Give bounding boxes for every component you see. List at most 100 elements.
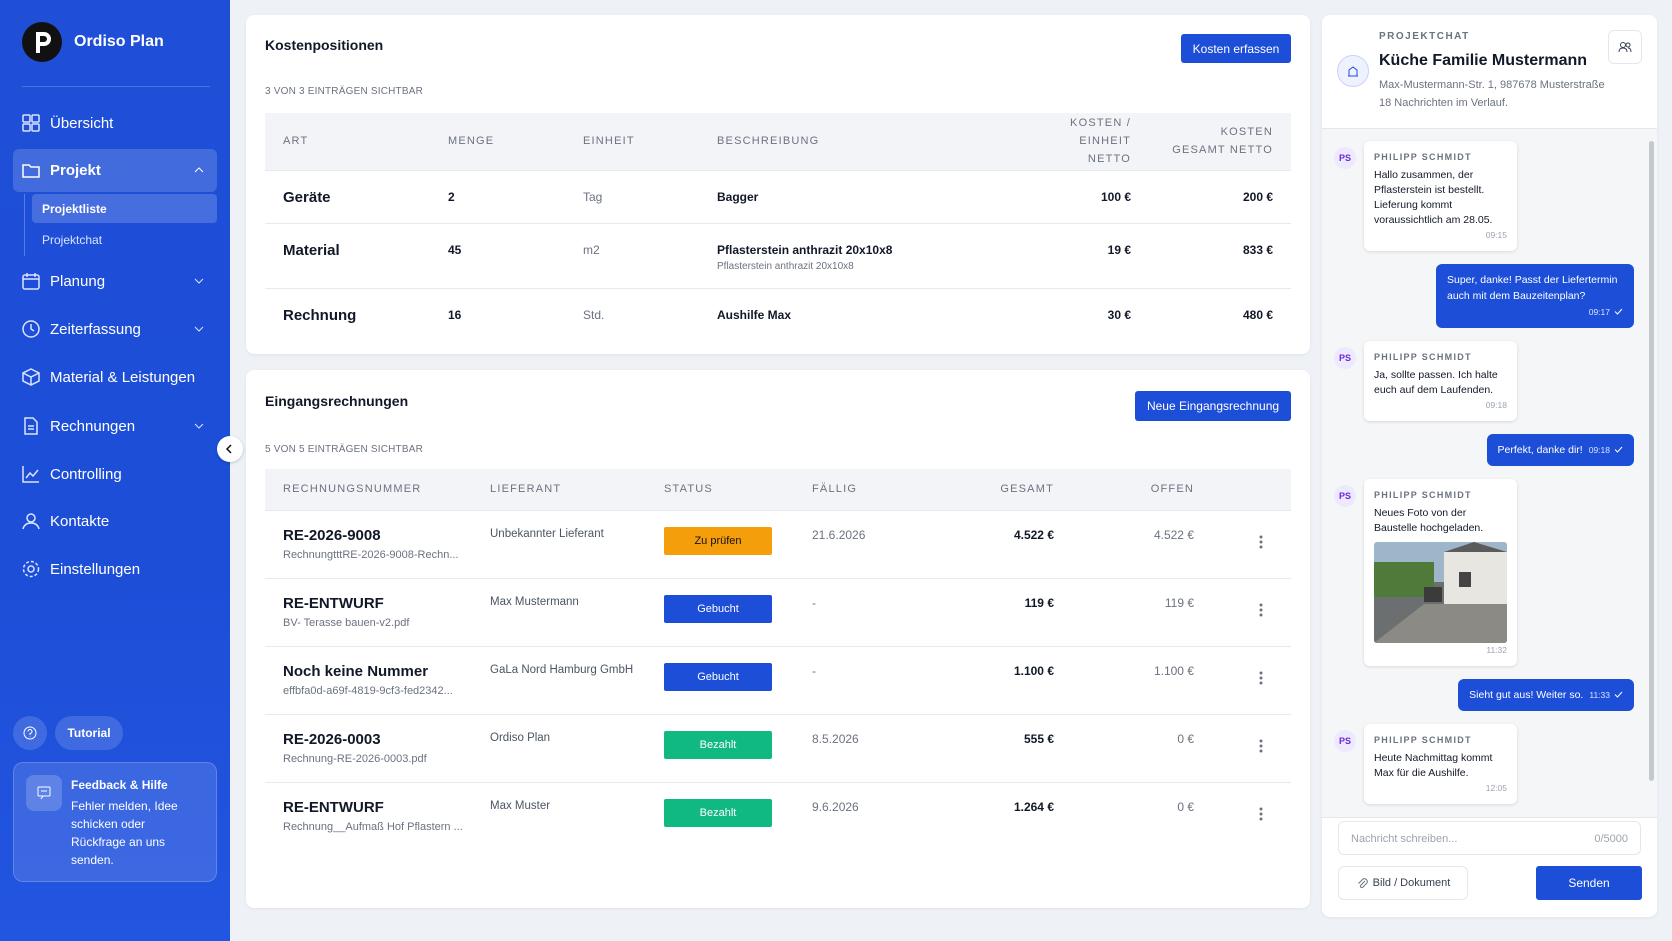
row-menu[interactable] xyxy=(1212,713,1291,782)
art: Rechnung xyxy=(265,287,430,351)
nav-item[interactable]: Projekt xyxy=(22,148,216,192)
active-bg xyxy=(13,149,217,192)
nummer: RE-ENTWURF xyxy=(283,798,384,816)
sender: PHILIPP SCHMIDT xyxy=(1374,352,1472,362)
members-button[interactable] xyxy=(1608,30,1642,64)
incoming-message: PS PHILIPP SCHMIDT Neues Foto von der Baus… xyxy=(1334,479,1634,666)
collapse-button[interactable] xyxy=(217,436,243,462)
nav-item[interactable]: Übersicht xyxy=(22,101,216,145)
header-row: RECHNUNGSNUMMER LIEFERANT STATUS FÄLLIG GESA… xyxy=(265,469,1291,510)
nav-item[interactable]: Rechnungen xyxy=(22,404,216,448)
beschreibung: Bagger xyxy=(717,189,759,204)
char-counter: 0/5000 xyxy=(1594,833,1628,845)
nav-item[interactable]: Einstellungen xyxy=(22,547,216,591)
attach-label: Bild / Dokument xyxy=(1372,877,1451,889)
datei: BV- Terasse bauen-v2.pdf xyxy=(283,616,410,629)
message-time: 12:05 xyxy=(1485,783,1507,793)
outgoing-message: Super, danke! Passt der Liefertermin auc… xyxy=(1436,264,1634,328)
feedback-icon xyxy=(26,775,62,811)
row-menu[interactable] xyxy=(1212,509,1291,578)
kosten-gesamt: 200 € xyxy=(1149,169,1291,223)
nav-item[interactable]: Material & Leistungen xyxy=(22,355,216,399)
status-cell: Gebucht xyxy=(646,645,794,714)
datei: Rechnung-RE-2026-0003.pdf xyxy=(283,752,427,765)
chevron xyxy=(194,278,204,284)
message-time: 09:18 xyxy=(1485,400,1507,410)
invoice-row: RE-2026-0003 Rechnung-RE-2026-0003.pdf Ord… xyxy=(265,713,1291,782)
panel-title: Kostenpositionen xyxy=(265,37,384,53)
message-bubble: PHILIPP SCHMIDT Hallo zusammen, der Pflas… xyxy=(1364,141,1517,251)
faellig: 21.6.2026 xyxy=(794,509,933,578)
nav-item[interactable]: Zeiterfassung xyxy=(22,307,216,351)
chat-panel: PROJEKTCHAT Küche Familie Mustermann Max… xyxy=(1322,15,1657,917)
attach-button[interactable]: Bild / Dokument xyxy=(1338,866,1468,900)
avatar: PS xyxy=(1334,347,1356,369)
outgoing-message: Sieht gut aus! Weiter so. 11:33 xyxy=(1458,679,1634,711)
subnav-item[interactable]: Projektliste xyxy=(32,194,217,223)
nav-item[interactable]: Planung xyxy=(22,259,216,303)
tutorial-button[interactable]: Tutorial xyxy=(55,716,123,750)
feedback-card[interactable]: Feedback & Hilfe Fehler melden, Idee sch… xyxy=(13,762,217,882)
faellig: 8.5.2026 xyxy=(794,713,933,782)
faellig: - xyxy=(794,645,933,714)
photo xyxy=(1374,542,1507,643)
help-button[interactable] xyxy=(13,716,47,750)
nav-item[interactable]: Controlling xyxy=(22,452,216,496)
lieferant: Max Muster xyxy=(472,781,646,850)
faellig: 9.6.2026 xyxy=(794,781,933,850)
message-text: Super, danke! Passt der Liefertermin auc… xyxy=(1447,274,1618,302)
nummer-cell: RE-ENTWURF BV- Terasse bauen-v2.pdf xyxy=(265,577,472,646)
offen: 4.522 € xyxy=(1072,509,1212,578)
read-check xyxy=(1614,691,1623,698)
nummer: RE-2026-9008 xyxy=(283,526,381,544)
einheit: Tag xyxy=(565,169,699,223)
placeholder: Nachricht schreiben... xyxy=(1351,833,1458,845)
costs-panel: Kostenpositionen Kosten erfassen 3 VON 3… xyxy=(246,15,1310,354)
nav-item[interactable]: Kontakte xyxy=(22,499,216,543)
menu-dots xyxy=(1259,535,1262,548)
status-badge: Zu prüfen xyxy=(664,526,772,555)
datei: effbfa0d-a69f-4819-9cf3-fed2342... xyxy=(283,684,453,697)
nummer-cell: RE-2026-0003 Rechnung-RE-2026-0003.pdf xyxy=(265,713,472,782)
chat-title: Küche Familie Mustermann xyxy=(1379,52,1588,69)
faellig: - xyxy=(794,577,933,646)
subnav-item[interactable]: Projektchat xyxy=(42,233,103,247)
scrollbar xyxy=(1649,141,1654,781)
beschreibung: Pflasterstein anthrazit 20x10x8 xyxy=(717,242,893,257)
datei: Rechnung__Aufmaß Hof Pflastern ... xyxy=(283,820,463,833)
outgoing-message: Perfekt, danke dir! 09:18 xyxy=(1486,434,1634,466)
einheit: Std. xyxy=(565,287,699,351)
column-header: MENGE xyxy=(430,113,565,170)
message-input[interactable]: Nachricht schreiben... 0/5000 xyxy=(1338,821,1641,855)
logo xyxy=(22,22,62,62)
menge: 2 xyxy=(430,169,565,223)
header-row: ART MENGE EINHEIT BESCHREIBUNG KOSTEN / EINH… xyxy=(265,113,1291,170)
message-text: Perfekt, danke dir! xyxy=(1497,444,1583,456)
send-button[interactable]: Senden xyxy=(1536,866,1642,900)
art: Material xyxy=(265,222,430,288)
gesamt: 1.100 € xyxy=(933,645,1072,714)
message-text: Sieht gut aus! Weiter so. xyxy=(1469,689,1584,701)
invoice-row: RE-ENTWURF BV- Terasse bauen-v2.pdf Max Mu… xyxy=(265,577,1291,646)
cost-row: Rechnung 16 Std. Aushilfe Max 30 €480 € xyxy=(265,287,1291,351)
kosten-einheit: 30 € xyxy=(999,287,1149,351)
lieferant: GaLa Nord Hamburg GmbH xyxy=(472,645,646,714)
column-header: BESCHREIBUNG xyxy=(699,113,999,170)
invoice-row: Noch keine Nummer effbfa0d-a69f-4819-9cf3… xyxy=(265,645,1291,714)
brand: Ordiso Plan xyxy=(74,33,164,50)
einheit: m2 xyxy=(565,222,699,288)
nav-label: Zeiterfassung xyxy=(50,320,141,338)
row-menu[interactable] xyxy=(1212,781,1291,850)
menge: 16 xyxy=(430,287,565,351)
message-text: Ja, sollte passen. Ich halte euch auf de… xyxy=(1374,369,1498,396)
column-header: FÄLLIG xyxy=(794,469,933,510)
gesamt: 119 € xyxy=(933,577,1072,646)
row-menu[interactable] xyxy=(1212,645,1291,714)
menge: 45 xyxy=(430,222,565,288)
offen: 0 € xyxy=(1072,713,1212,782)
new-invoice-button[interactable]: Neue Eingangsrechnung xyxy=(1135,391,1291,421)
row-menu[interactable] xyxy=(1212,577,1291,646)
feedback-text: Fehler melden, Idee schicken oder Rückfr… xyxy=(71,799,178,867)
add-cost-button[interactable]: Kosten erfassen xyxy=(1181,34,1291,63)
column-header: KOSTEN GESAMT NETTO xyxy=(1149,113,1291,170)
